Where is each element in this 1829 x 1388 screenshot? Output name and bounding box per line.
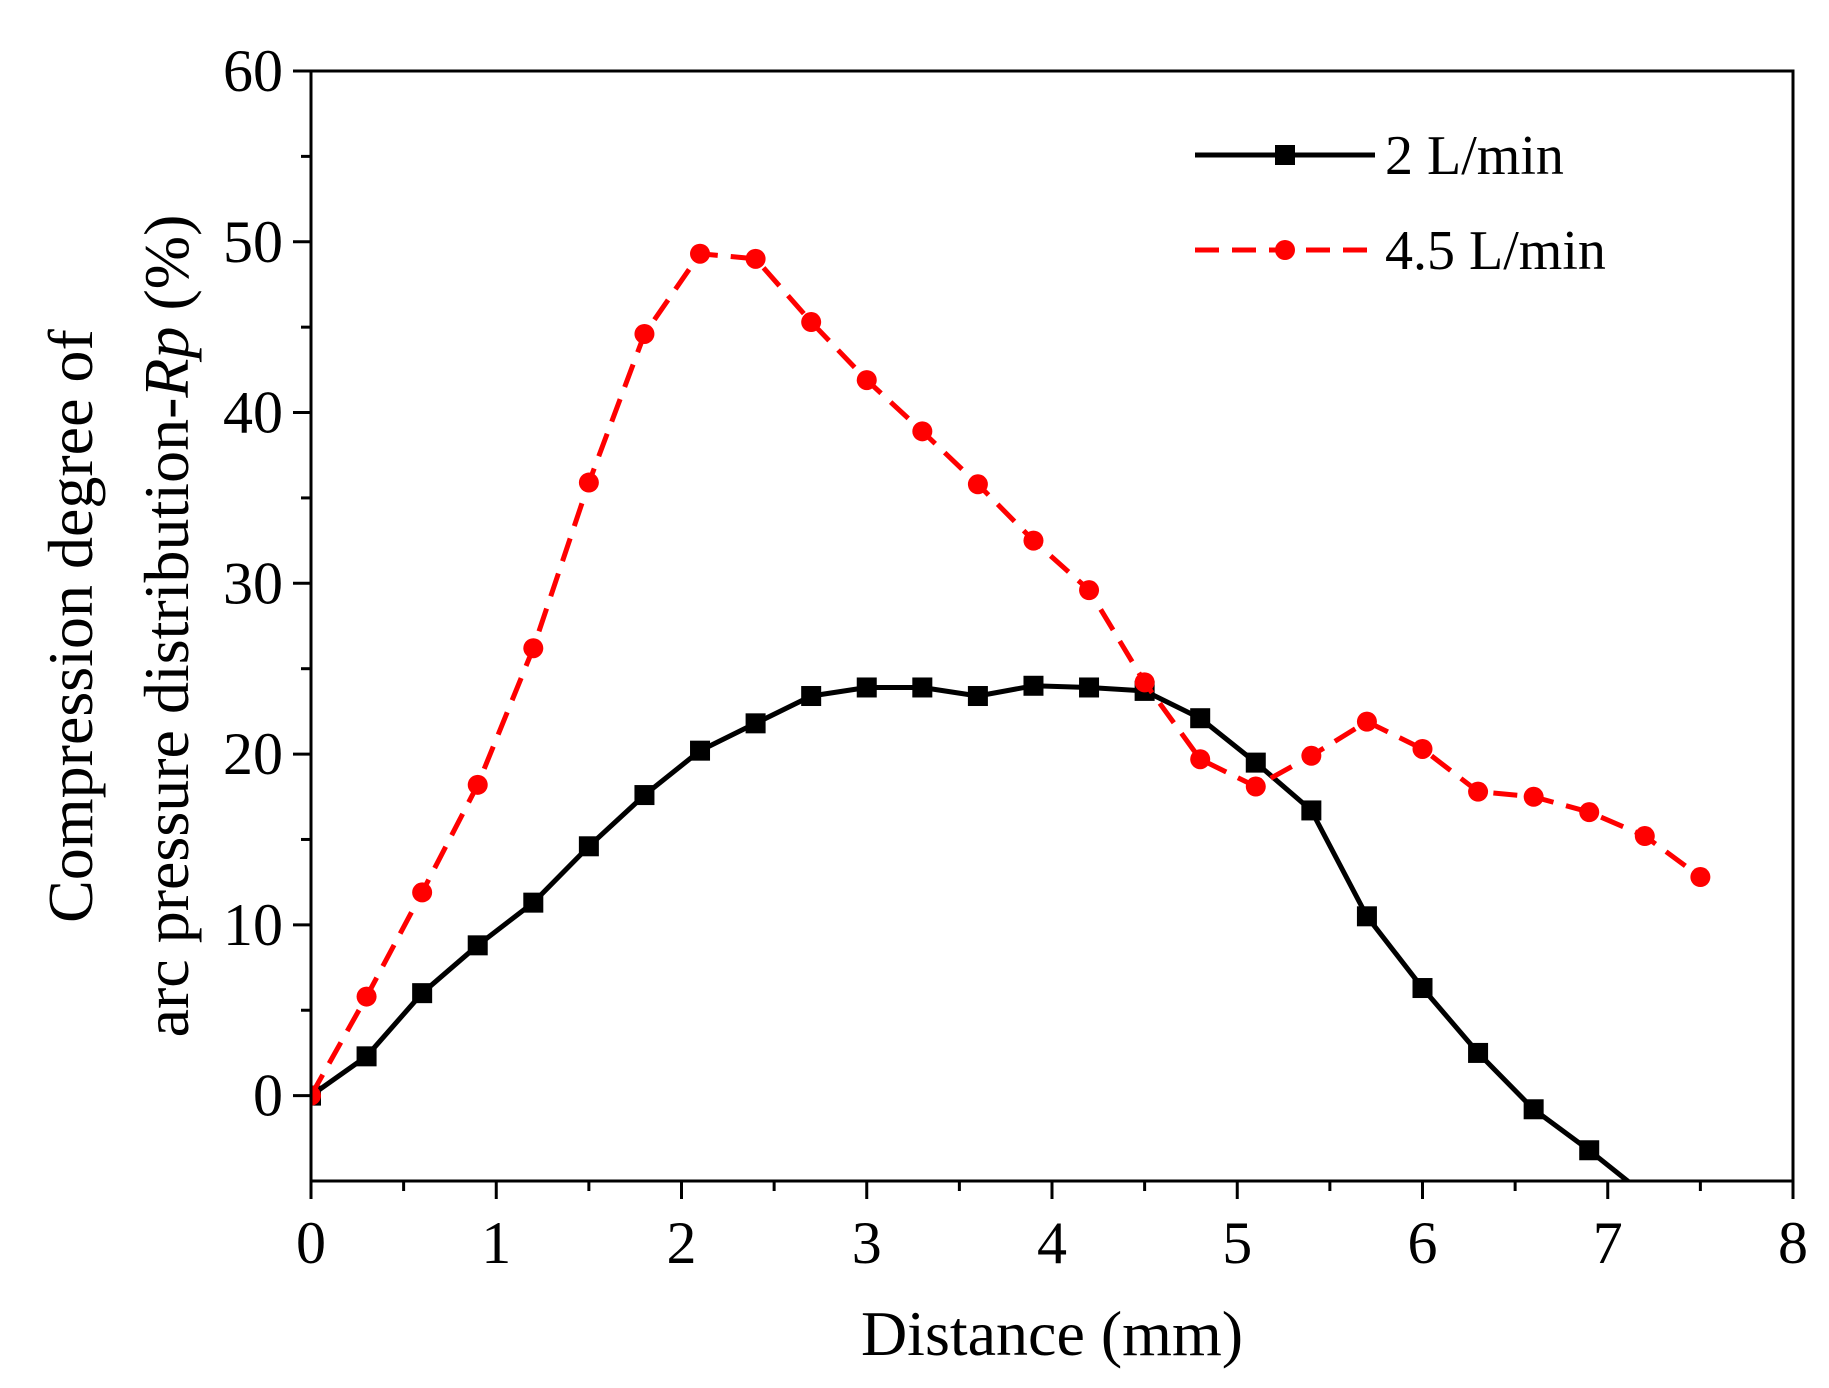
series-line-2lpm [311, 683, 1632, 1181]
x-tick-label: 0 [296, 1210, 326, 1276]
data-point-45lpm [1523, 786, 1544, 807]
data-point-45lpm [1301, 745, 1322, 766]
data-point-45lpm [1023, 530, 1044, 551]
axis-ticks: 0 1 2 3 4 5 6 7 8 0 10 20 30 40 50 60 [223, 38, 1808, 1276]
data-point-2lpm [523, 892, 544, 913]
data-point-2lpm [578, 836, 599, 857]
data-point-45lpm [467, 774, 488, 795]
data-point-45lpm [1412, 738, 1433, 759]
data-point-45lpm [745, 248, 766, 269]
data-point-2lpm [745, 713, 766, 734]
data-point-2lpm [412, 983, 433, 1004]
data-point-2lpm [1468, 1042, 1489, 1063]
x-tick-label: 2 [667, 1210, 697, 1276]
data-point-2lpm [1579, 1140, 1600, 1161]
data-point-45lpm [967, 474, 988, 495]
legend-label-2lpm: 2 L/min [1385, 125, 1564, 187]
data-point-2lpm [1023, 675, 1044, 696]
y-axis-label-line2: arc pressure distribution-Rp (%) [131, 215, 202, 1038]
data-point-2lpm [1412, 978, 1433, 999]
data-point-45lpm [690, 243, 711, 264]
x-tick-label: 8 [1778, 1210, 1808, 1276]
data-point-2lpm [912, 677, 933, 698]
y-tick-label: 40 [223, 380, 283, 446]
x-tick-label: 5 [1222, 1210, 1252, 1276]
data-point-45lpm [1190, 749, 1211, 770]
legend-marker-45lpm [1275, 240, 1295, 260]
y-axis-label-suffix: (%) [131, 215, 202, 327]
data-point-2lpm [634, 785, 655, 806]
data-point-45lpm [1079, 580, 1100, 601]
data-point-2lpm [1635, 1185, 1655, 1205]
legend: 2 L/min 4.5 L/min [1195, 125, 1606, 282]
x-tick-label: 3 [852, 1210, 882, 1276]
data-point-45lpm [356, 986, 377, 1007]
data-point-45lpm [1356, 711, 1377, 732]
data-point-2lpm [356, 1046, 377, 1067]
data-point-45lpm [1468, 781, 1489, 802]
y-tick-label: 20 [223, 721, 283, 787]
data-point-45lpm [412, 882, 433, 903]
x-axis-label: Distance (mm) [861, 1298, 1243, 1369]
data-point-45lpm [1690, 867, 1711, 888]
data-point-45lpm [1245, 776, 1266, 797]
data-point-2lpm [1190, 708, 1211, 729]
data-point-2lpm [1079, 677, 1100, 698]
y-axis-label-prefix: arc pressure distribution- [131, 398, 202, 1038]
legend-marker-2lpm [1275, 145, 1295, 165]
data-point-45lpm [634, 323, 655, 344]
y-axis-label-symbol: Rp [131, 327, 202, 399]
series-layer [311, 243, 1711, 1205]
y-tick-label: 10 [223, 892, 283, 958]
data-point-2lpm [1356, 906, 1377, 927]
data-point-45lpm [1634, 826, 1655, 847]
y-tick-label: 60 [223, 38, 283, 104]
data-point-2lpm [690, 740, 711, 761]
y-axis-label-line1: Compression degree of [35, 329, 106, 923]
data-point-45lpm [856, 370, 877, 391]
data-point-45lpm [801, 312, 822, 333]
x-tick-label: 6 [1408, 1210, 1438, 1276]
data-point-45lpm [1579, 802, 1600, 823]
data-point-45lpm [912, 421, 933, 442]
data-point-45lpm [1134, 672, 1155, 693]
data-point-2lpm [1301, 800, 1322, 821]
data-point-2lpm [967, 686, 988, 707]
series-line-45lpm [311, 251, 1702, 1097]
data-point-2lpm [467, 935, 488, 956]
x-tick-label: 1 [481, 1210, 511, 1276]
data-point-2lpm [856, 677, 877, 698]
y-tick-label: 30 [223, 550, 283, 616]
y-tick-label: 0 [253, 1063, 283, 1129]
data-point-45lpm [311, 1085, 321, 1106]
data-point-2lpm [801, 686, 822, 707]
data-point-45lpm [523, 638, 544, 659]
data-point-2lpm [1523, 1099, 1544, 1120]
data-point-45lpm [578, 472, 599, 493]
x-tick-label: 7 [1593, 1210, 1623, 1276]
data-point-2lpm [1245, 752, 1266, 773]
x-tick-label: 4 [1037, 1210, 1067, 1276]
legend-label-45lpm: 4.5 L/min [1385, 220, 1606, 282]
y-tick-label: 50 [223, 209, 283, 275]
